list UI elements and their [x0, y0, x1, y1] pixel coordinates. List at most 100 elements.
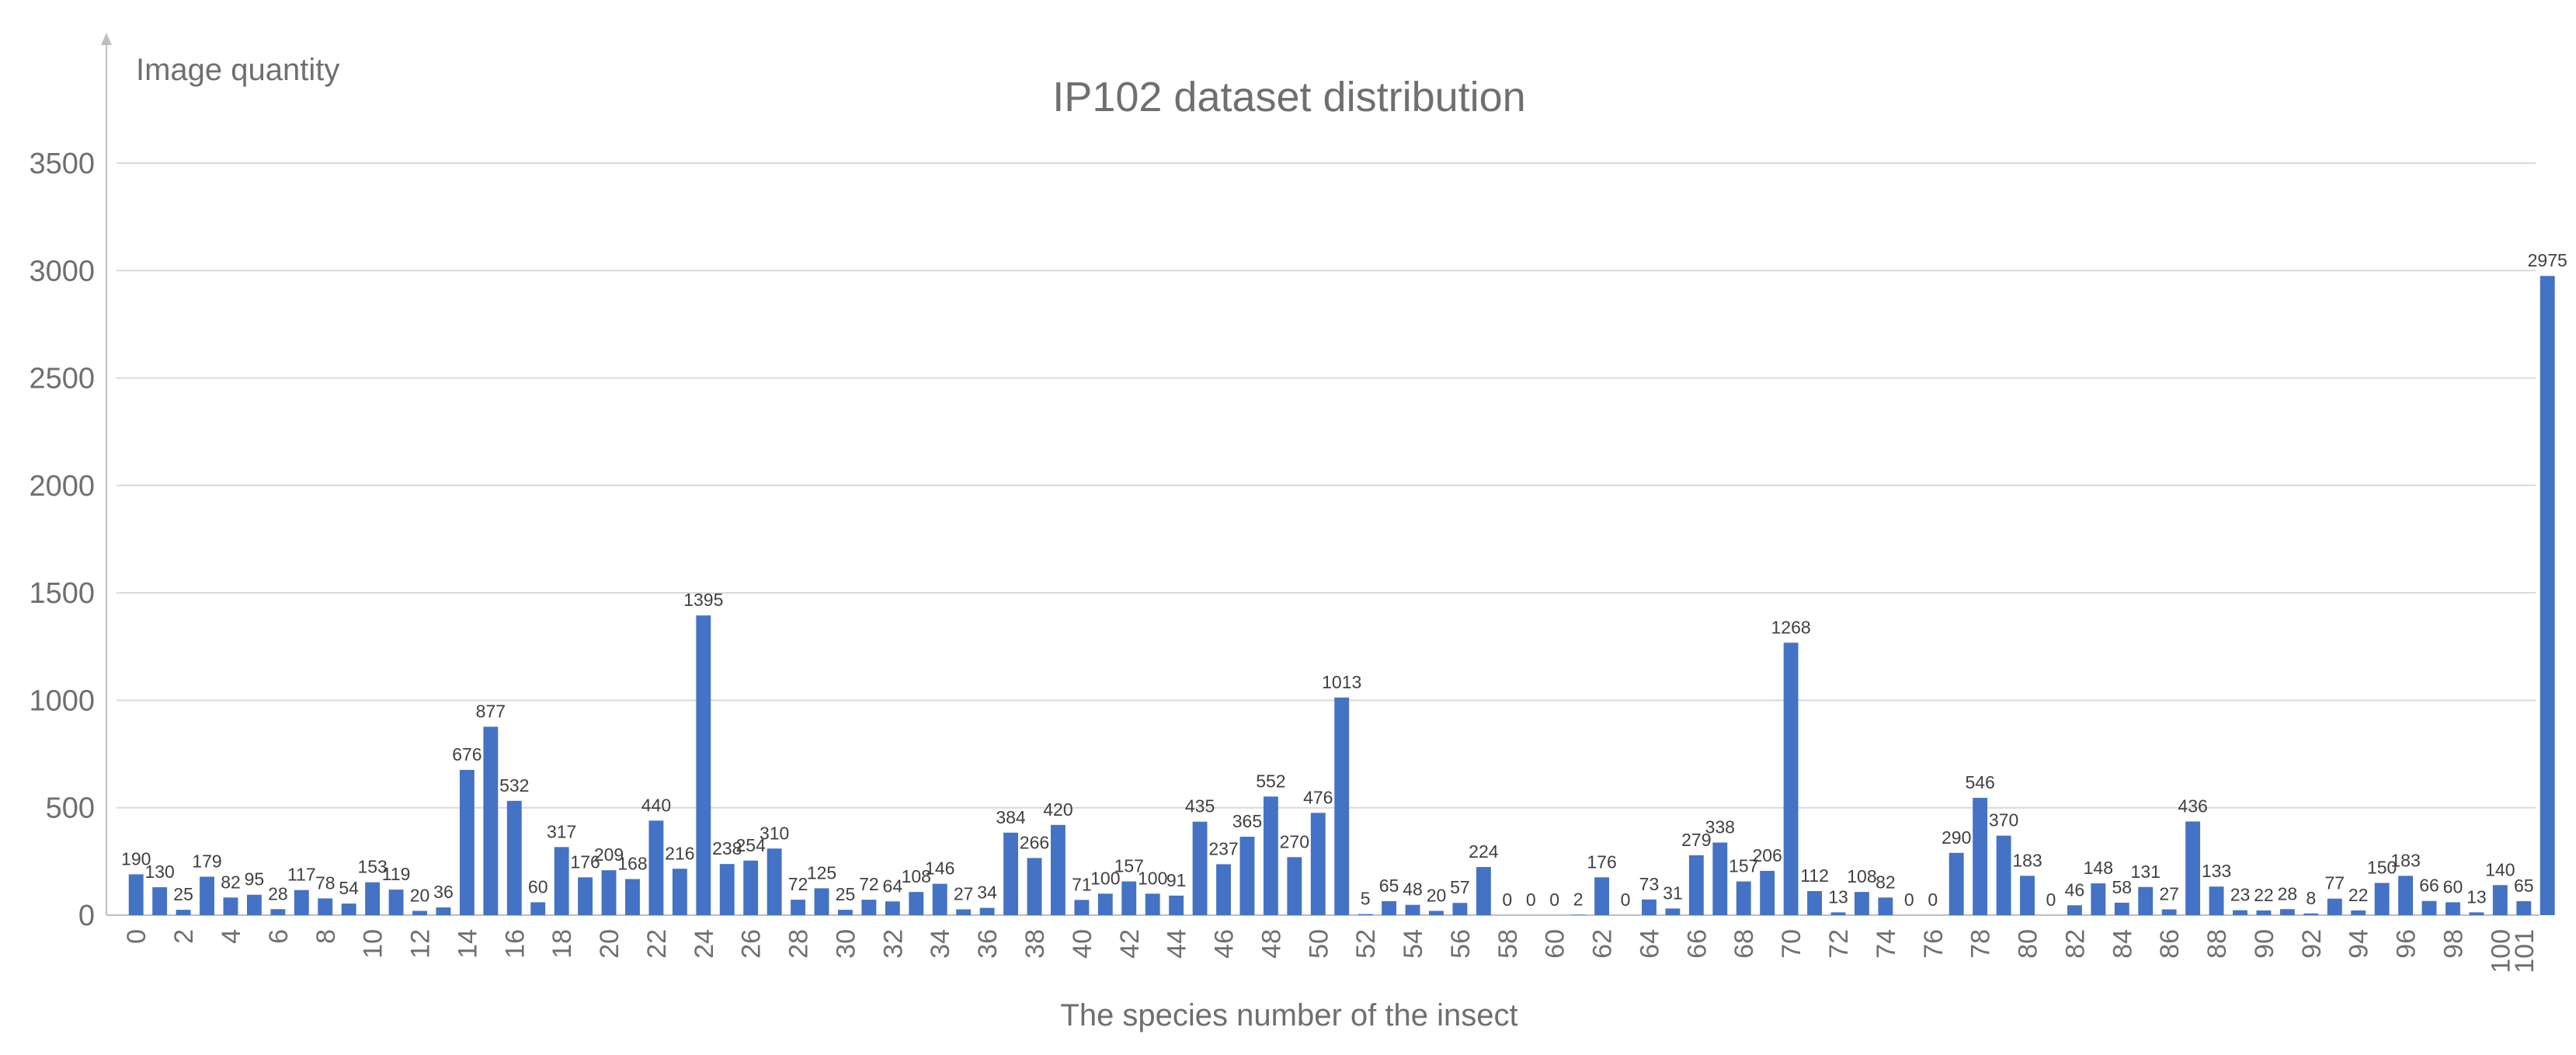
- x-tick-label: 12: [406, 929, 436, 959]
- data-label-95: 150: [2367, 858, 2397, 878]
- data-label-45: 435: [1185, 796, 1215, 816]
- data-label-37: 384: [996, 807, 1026, 827]
- data-label-75: 0: [1904, 890, 1914, 910]
- x-tick-label: 62: [1588, 929, 1618, 959]
- data-label-96: 183: [2390, 850, 2420, 870]
- bar-5: [246, 894, 262, 915]
- bar-14: [459, 770, 475, 915]
- bar-20: [601, 870, 617, 915]
- x-tick-labels: 0 2 4 6 8 10 12 14 16 18 20 22 24 26 28 30 32 34 36 38 40 42 4…: [122, 929, 2539, 973]
- x-tick-label: 16: [500, 929, 530, 959]
- bar-15: [483, 726, 499, 915]
- bar-33: [909, 892, 924, 915]
- x-tick-label: 6: [264, 929, 294, 944]
- y-tick-label: 2500: [29, 363, 95, 395]
- x-tick-label: 72: [1824, 929, 1854, 959]
- x-tick-label: 42: [1115, 929, 1145, 959]
- bar-6: [270, 909, 286, 915]
- data-label-74: 82: [1876, 872, 1896, 892]
- bar-34: [932, 883, 947, 915]
- data-label-6: 28: [268, 883, 288, 904]
- bar-66: [1688, 855, 1704, 915]
- bar-82: [2067, 905, 2082, 915]
- bar-67: [1712, 842, 1728, 915]
- data-label-57: 224: [1469, 841, 1499, 862]
- y-tick-label: 1000: [29, 684, 95, 717]
- data-label-18: 317: [547, 821, 576, 841]
- data-label-46: 237: [1208, 838, 1238, 858]
- data-label-84: 58: [2112, 877, 2132, 897]
- data-label-71: 112: [1800, 865, 1829, 886]
- bar-11: [388, 890, 404, 915]
- bar-53: [1382, 901, 1397, 915]
- gridlines: [116, 162, 2536, 809]
- bar-4: [223, 897, 238, 915]
- data-label-66: 279: [1681, 830, 1711, 850]
- data-label-29: 125: [807, 862, 836, 883]
- bar-41: [1097, 893, 1113, 915]
- data-label-34: 146: [925, 858, 954, 879]
- bar-21: [625, 879, 640, 915]
- y-tick-label: 1500: [29, 577, 95, 610]
- bar-84: [2114, 902, 2129, 915]
- bar-95: [2374, 883, 2390, 915]
- bar-9: [341, 904, 356, 915]
- bar-38: [1027, 858, 1042, 915]
- data-label-63: 0: [1621, 890, 1631, 910]
- x-tick-label: 70: [1777, 929, 1806, 959]
- data-label-41: 100: [1090, 868, 1120, 888]
- bar-100: [2492, 885, 2508, 915]
- bar-35: [956, 909, 972, 915]
- data-label-14: 676: [452, 744, 481, 764]
- data-label-32: 64: [883, 876, 903, 896]
- x-tick-label: 86: [2155, 929, 2185, 959]
- bar-3: [200, 876, 214, 915]
- bar-29: [814, 888, 829, 915]
- data-label-55: 20: [1427, 885, 1447, 905]
- bar-45: [1192, 821, 1208, 915]
- x-tick-label: 20: [595, 929, 624, 959]
- bar-24: [696, 615, 711, 915]
- bar-101: [2516, 901, 2532, 915]
- data-label-93: 77: [2324, 873, 2345, 893]
- bar-27: [767, 848, 782, 915]
- bar-74: [1878, 897, 1893, 915]
- data-label-26: 254: [736, 835, 767, 855]
- data-label-72: 13: [1828, 886, 1848, 907]
- bar-0: [128, 874, 144, 915]
- bar-23: [672, 869, 687, 915]
- data-label-92: 8: [2306, 888, 2316, 908]
- data-label-61: 2: [1573, 889, 1583, 909]
- bar-72: [1830, 912, 1846, 915]
- data-label-65: 31: [1663, 883, 1683, 903]
- data-label-27: 310: [760, 823, 789, 843]
- data-label-51: 1013: [1322, 672, 1361, 692]
- y-tick-label: 500: [46, 792, 95, 825]
- x-tick-label: 64: [1635, 929, 1664, 959]
- x-tick-label: 74: [1872, 929, 1901, 959]
- x-tick-label: 101: [2510, 929, 2539, 973]
- x-tick-label: 50: [1304, 929, 1333, 959]
- data-label-47: 365: [1232, 811, 1262, 831]
- data-label-30: 25: [836, 884, 856, 904]
- x-tick-label: 8: [311, 929, 341, 944]
- x-tick-label: 48: [1257, 929, 1286, 959]
- bar-73: [1854, 892, 1869, 915]
- data-label-97: 66: [2419, 876, 2439, 896]
- x-tick-label: 22: [642, 929, 672, 959]
- data-label-23: 216: [665, 843, 694, 863]
- y-axis-arrow: [101, 33, 112, 45]
- bar-46: [1216, 864, 1231, 915]
- data-label-40: 71: [1072, 874, 1092, 894]
- bar-55: [1429, 911, 1444, 915]
- data-label-8: 78: [315, 872, 335, 893]
- x-tick-label: 76: [1919, 929, 1949, 959]
- data-label-89: 23: [2230, 885, 2251, 905]
- data-label-94: 22: [2348, 885, 2369, 905]
- y-tick-label: 3000: [29, 255, 95, 287]
- data-label-11: 119: [382, 864, 411, 884]
- bar-83: [2091, 883, 2106, 915]
- bar-92: [2303, 913, 2319, 915]
- bar-57: [1476, 867, 1491, 915]
